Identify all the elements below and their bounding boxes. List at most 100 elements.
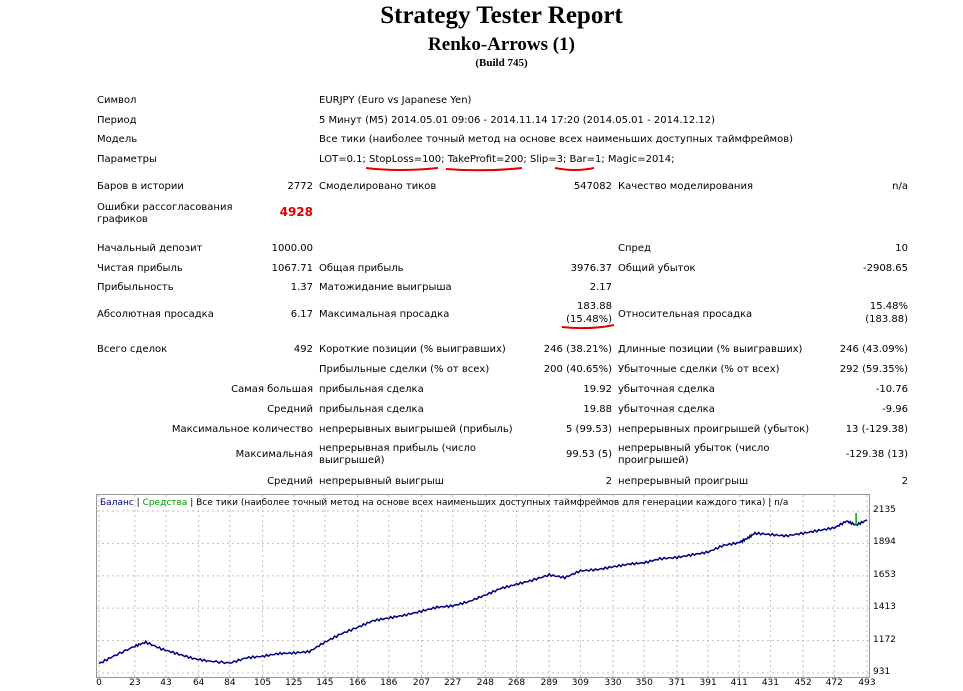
gross-loss-label: Общий убыток xyxy=(618,263,696,274)
model-value: Все тики (наиболее точный метод на основ… xyxy=(319,134,794,145)
profit-factor-value: 1.37 xyxy=(290,282,313,293)
gross-loss-value: -2908.65 xyxy=(863,263,908,274)
payoff-value: 2.17 xyxy=(589,282,612,293)
rel-drawdown-value: 15.48% xyxy=(869,301,908,312)
annotation-underlines xyxy=(365,167,615,330)
max-consec-losses-value: 13 (-129.38) xyxy=(845,424,908,435)
x-tick-label: 248 xyxy=(476,678,494,688)
maximal-loss-label: непрерывный убыток (число проигрышей) xyxy=(618,443,770,466)
x-tick-label: 391 xyxy=(699,678,717,688)
period-value: 5 Минут (M5) 2014.05.01 09:06 - 2014.11.… xyxy=(319,115,716,126)
profit-factor-label: Прибыльность xyxy=(97,282,174,293)
x-tick-label: 472 xyxy=(825,678,843,688)
x-tick-label: 452 xyxy=(794,678,812,688)
max-drawdown-underline xyxy=(561,324,615,330)
legend-separator: | xyxy=(133,498,143,508)
y-tick-label: 2135 xyxy=(873,505,896,515)
largest-label: Самая большая xyxy=(231,384,313,395)
gross-profit-label: Общая прибыль xyxy=(319,263,404,274)
short-positions-label: Короткие позиции (% выигравших) xyxy=(319,344,506,355)
x-tick-label: 309 xyxy=(571,678,589,688)
max-consec-wins-value: 5 (99.53) xyxy=(566,424,612,435)
profit-trades-value: 200 (40.65%) xyxy=(543,364,612,375)
avg-consec-losses-label: непрерывный проигрыш xyxy=(618,476,749,487)
largest-loss-value: -10.76 xyxy=(875,384,908,395)
stoploss-underline xyxy=(365,167,439,171)
x-tick-label: 105 xyxy=(253,678,272,688)
bar-underline xyxy=(554,167,595,171)
average-loss-value: -9.96 xyxy=(882,404,908,415)
avg-consec-wins-label: непрерывный выигрыш xyxy=(319,476,444,487)
period-label: Период xyxy=(97,115,137,126)
x-tick-label: 0 xyxy=(96,678,102,688)
params-label: Параметры xyxy=(97,154,157,165)
x-tick-label: 166 xyxy=(349,678,367,688)
x-tick-label: 289 xyxy=(540,678,558,688)
largest-loss-label: убыточная сделка xyxy=(618,384,715,395)
max-consec-wins-label: непрерывных выигрышей (прибыль) xyxy=(319,424,513,435)
bars-label: Баров в истории xyxy=(97,181,184,192)
quality-value: n/a xyxy=(892,181,908,192)
y-tick-label: 1172 xyxy=(873,634,896,645)
x-tick-label: 207 xyxy=(412,678,431,688)
max-drawdown-value: 183.88 xyxy=(577,301,612,312)
maximal-loss-value: -129.38 (13) xyxy=(845,449,908,460)
rel-drawdown-money: (183.88) xyxy=(865,314,908,325)
loss-trades-label: Убыточные сделки (% от всех) xyxy=(618,364,780,375)
long-positions-label: Длинные позиции (% выигравших) xyxy=(618,344,803,355)
x-tick-label: 186 xyxy=(380,678,398,688)
bars-value: 2772 xyxy=(287,181,313,192)
takeprofit-underline xyxy=(445,167,523,172)
balance-chart xyxy=(96,494,870,678)
total-trades-value: 492 xyxy=(293,344,313,355)
average-profit-value: 19.88 xyxy=(583,404,612,415)
chart-legend: Баланс | Средства | Все тики (наиболее т… xyxy=(100,498,788,508)
total-trades-label: Всего сделок xyxy=(97,344,168,355)
loss-trades-value: 292 (59.35%) xyxy=(839,364,908,375)
report-title: Strategy Tester Report xyxy=(380,2,623,29)
quality-label: Качество моделирования xyxy=(618,181,753,192)
x-tick-label: 125 xyxy=(285,678,303,688)
errors-label: Ошибки рассогласования графиков xyxy=(97,202,233,225)
average-label: Средний xyxy=(267,404,313,415)
abs-drawdown-label: Абсолютная просадка xyxy=(97,309,214,320)
y-tick-label: 1413 xyxy=(873,602,896,613)
build-number: (Build 745) xyxy=(475,57,528,69)
avg-consec-wins-value: 2 xyxy=(605,476,612,487)
symbol-value: EURJPY (Euro vs Japanese Yen) xyxy=(319,95,472,106)
abs-drawdown-value: 6.17 xyxy=(290,309,313,320)
rel-drawdown-label: Относительная просадка xyxy=(618,309,753,320)
ticks-value: 547082 xyxy=(573,181,612,192)
max-drawdown-percent: (15.48%) xyxy=(566,314,612,325)
max-count-label: Максимальное количество xyxy=(171,424,313,435)
spread-value: 10 xyxy=(895,243,908,254)
max-consec-losses-label: непрерывных проигрышей (убыток) xyxy=(618,424,810,435)
gross-profit-value: 3976.37 xyxy=(570,263,612,274)
params-value: LOT=0.1; StopLoss=100; TakeProfit=200; S… xyxy=(319,154,675,165)
x-tick-label: 145 xyxy=(316,678,334,688)
x-tick-label: 330 xyxy=(604,678,622,688)
y-tick-label: 1653 xyxy=(873,569,896,580)
symbol-label: Символ xyxy=(97,95,137,106)
short-positions-value: 246 (38.21%) xyxy=(543,344,612,355)
maximal-profit-value: 99.53 (5) xyxy=(566,449,612,460)
maximal-profit-label: непрерывная прибыль (число выигрышей) xyxy=(319,443,476,466)
average-profit-label: прибыльная сделка xyxy=(319,404,424,415)
x-tick-label: 371 xyxy=(668,678,686,688)
x-tick-label: 268 xyxy=(507,678,526,688)
largest-profit-label: прибыльная сделка xyxy=(319,384,424,395)
x-tick-label: 411 xyxy=(730,678,748,688)
spread-label: Спред xyxy=(618,243,651,254)
x-tick-label: 23 xyxy=(129,678,141,688)
expert-name: Renko-Arrows (1) xyxy=(428,34,575,55)
deposit-value: 1000.00 xyxy=(271,243,313,254)
balance-line xyxy=(98,519,868,665)
y-tick-label: 1894 xyxy=(873,537,896,548)
payoff-label: Матожидание выигрыша xyxy=(319,282,452,293)
maximal-label: Максимальная xyxy=(235,449,313,460)
x-tick-label: 493 xyxy=(858,678,876,688)
long-positions-value: 246 (43.09%) xyxy=(839,344,908,355)
legend-equity: Средства xyxy=(142,498,188,508)
ticks-label: Смоделировано тиков xyxy=(319,181,437,192)
profit-trades-label: Прибыльные сделки (% от всех) xyxy=(319,364,490,375)
